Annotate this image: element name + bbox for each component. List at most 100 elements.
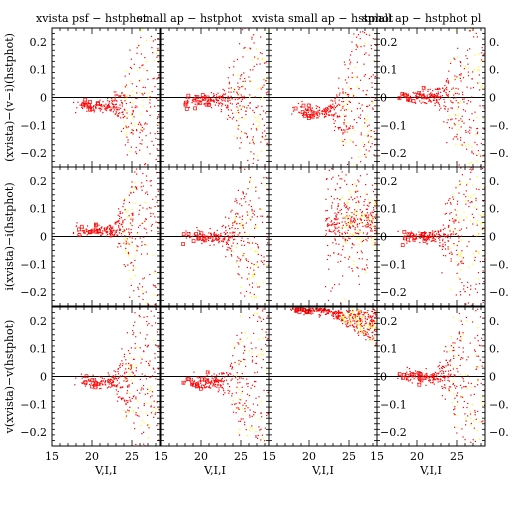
point [254, 272, 256, 275]
point [141, 241, 143, 243]
point [143, 351, 145, 353]
point [367, 310, 369, 312]
point [457, 106, 460, 108]
point [255, 48, 258, 50]
point [123, 203, 125, 205]
point [248, 76, 250, 78]
point [125, 380, 127, 383]
point [342, 217, 344, 219]
point [130, 58, 132, 60]
point [149, 180, 151, 182]
point [233, 66, 235, 68]
point [437, 231, 439, 233]
point [441, 365, 444, 368]
point [412, 376, 414, 378]
point [474, 256, 476, 259]
point [257, 159, 259, 161]
point [128, 215, 130, 217]
point [153, 144, 155, 146]
point [240, 94, 242, 96]
point [343, 317, 345, 319]
point [427, 238, 430, 240]
point [453, 222, 455, 224]
point [356, 324, 358, 326]
point [438, 237, 440, 239]
point [150, 230, 153, 232]
point [142, 185, 144, 187]
point [360, 322, 362, 325]
point [128, 368, 131, 371]
point [423, 239, 425, 241]
point [100, 234, 103, 236]
point [359, 317, 361, 320]
point [446, 89, 448, 91]
point [470, 101, 472, 103]
point [123, 399, 125, 401]
point [320, 311, 322, 314]
point [478, 283, 481, 285]
point [443, 90, 445, 93]
point [152, 52, 154, 54]
point [237, 189, 240, 192]
point [118, 226, 120, 228]
point [218, 102, 220, 104]
point [359, 161, 362, 163]
point [242, 253, 244, 255]
point [463, 101, 465, 103]
point [361, 210, 363, 213]
point [127, 349, 130, 352]
point [477, 150, 480, 152]
point [215, 101, 218, 104]
point [417, 375, 419, 377]
point [214, 376, 216, 379]
point [337, 261, 339, 263]
point [342, 144, 345, 146]
point [90, 382, 92, 384]
point [461, 115, 463, 117]
point [207, 237, 210, 239]
point [195, 95, 200, 99]
point [344, 141, 346, 144]
point [227, 109, 230, 111]
point [144, 123, 146, 125]
point [255, 436, 257, 438]
point [321, 112, 323, 115]
point [318, 106, 321, 109]
panel-frame [376, 166, 486, 307]
panel-r0c3 [376, 27, 486, 168]
point [252, 276, 254, 278]
point [427, 90, 429, 92]
point [435, 95, 438, 97]
point [344, 240, 346, 242]
point [449, 213, 451, 215]
point [459, 254, 462, 256]
point [420, 380, 422, 382]
point [251, 262, 253, 265]
point [478, 232, 480, 235]
point [418, 92, 421, 94]
point [196, 376, 198, 378]
point [292, 106, 294, 109]
point [102, 233, 104, 235]
point [359, 37, 361, 40]
point [473, 69, 476, 71]
point [201, 99, 203, 101]
point [217, 235, 219, 237]
point [352, 325, 354, 327]
point [340, 312, 342, 314]
point [447, 80, 450, 82]
point [450, 203, 452, 205]
point [113, 106, 115, 108]
point [245, 113, 247, 116]
point [457, 185, 459, 187]
point [351, 317, 353, 319]
point [128, 384, 130, 386]
point [342, 197, 344, 199]
point [438, 87, 440, 89]
point [442, 243, 444, 245]
point [351, 215, 353, 217]
point [109, 232, 111, 235]
point [145, 135, 147, 137]
point [242, 193, 245, 195]
point [127, 255, 129, 257]
